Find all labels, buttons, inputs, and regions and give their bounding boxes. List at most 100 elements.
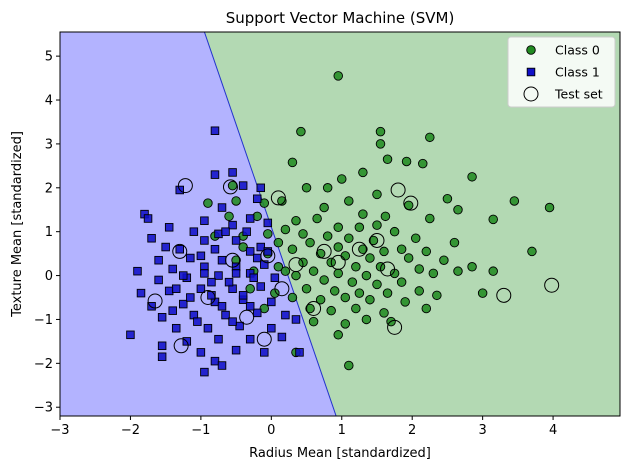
point-class-0: [527, 246, 537, 257]
point-class-1: [221, 227, 230, 236]
point-class-0: [277, 196, 287, 206]
point-class-1: [179, 271, 188, 280]
point-class-0: [340, 251, 351, 261]
point-class-0: [365, 294, 375, 305]
point-test-set: [260, 248, 276, 264]
point-test-set: [147, 293, 163, 309]
x-tick-label: 1: [338, 423, 346, 438]
point-class-0: [372, 220, 382, 230]
point-class-1: [245, 214, 255, 223]
y-tick-label: 2: [45, 181, 53, 196]
point-class-0: [375, 126, 386, 137]
x-tick-label: −2: [121, 423, 140, 438]
point-class-0: [344, 233, 354, 244]
point-class-1: [235, 321, 244, 331]
point-class-1: [245, 247, 255, 256]
point-test-set: [390, 182, 406, 198]
point-class-1: [171, 323, 181, 333]
point-class-0: [389, 226, 400, 237]
x-tick-label: 0: [267, 423, 275, 438]
point-class-0: [245, 283, 255, 294]
point-class-1: [157, 352, 167, 362]
point-class-0: [358, 167, 368, 178]
point-class-0: [418, 158, 428, 169]
x-tick-label: −1: [191, 423, 210, 438]
point-class-1: [200, 367, 209, 377]
point-class-1: [267, 297, 276, 307]
point-class-1: [200, 216, 209, 225]
point-class-0: [439, 255, 449, 265]
point-class-0: [380, 211, 391, 222]
legend: Class 0 Class 1 Test set: [507, 36, 616, 108]
point-class-1: [231, 345, 241, 355]
point-class-0: [280, 224, 291, 235]
point-class-1: [242, 227, 251, 236]
point-class-0: [326, 305, 336, 316]
point-class-1: [256, 242, 266, 252]
point-class-1: [189, 227, 199, 236]
legend-marker-class-0: [526, 45, 536, 55]
point-test-set: [351, 241, 367, 257]
point-class-1: [245, 302, 255, 311]
point-test-set: [274, 281, 290, 297]
point-class-0: [382, 288, 393, 298]
point-class-0: [224, 211, 234, 222]
point-class-1: [210, 356, 220, 366]
point-class-0: [273, 262, 284, 272]
point-class-1: [161, 242, 170, 252]
point-class-0: [467, 172, 477, 182]
point-test-set: [256, 331, 272, 347]
point-class-0: [333, 330, 343, 340]
point-class-0: [296, 126, 306, 137]
x-tick-label: 2: [408, 423, 416, 438]
point-test-set: [225, 252, 241, 268]
point-class-0: [322, 183, 333, 193]
point-class-0: [410, 233, 421, 244]
point-class-1: [252, 253, 262, 263]
point-class-0: [358, 209, 368, 219]
point-class-0: [401, 156, 412, 167]
point-class-0: [319, 202, 329, 213]
point-class-0: [340, 319, 351, 329]
point-class-1: [179, 299, 188, 309]
point-class-1: [263, 247, 273, 256]
point-class-1: [277, 332, 287, 342]
point-test-set: [288, 257, 304, 273]
point-class-0: [322, 231, 333, 241]
point-class-0: [301, 183, 312, 193]
point-class-0: [372, 279, 382, 290]
region-class-0: [204, 32, 620, 416]
point-class-0: [396, 277, 407, 287]
point-class-0: [308, 316, 319, 327]
point-class-0: [361, 270, 372, 281]
legend-label: Class 1: [555, 65, 600, 80]
point-class-1: [238, 291, 248, 300]
point-class-0: [477, 288, 488, 298]
point-class-0: [453, 204, 463, 215]
point-class-0: [414, 264, 424, 274]
point-class-0: [449, 237, 460, 248]
point-class-0: [488, 266, 498, 276]
point-class-1: [267, 323, 276, 333]
point-class-0: [287, 292, 298, 303]
point-class-1: [217, 255, 227, 265]
point-test-set: [387, 319, 403, 335]
point-class-0: [351, 262, 361, 272]
point-class-1: [231, 236, 241, 245]
point-class-1: [228, 168, 237, 177]
point-class-1: [252, 194, 262, 204]
point-test-set: [369, 232, 385, 248]
point-class-0: [432, 290, 442, 301]
point-class-1: [133, 266, 142, 276]
point-class-1: [260, 260, 269, 269]
point-class-1: [256, 282, 266, 291]
x-tick-label: −3: [50, 423, 69, 438]
point-class-0: [259, 303, 270, 314]
point-class-1: [214, 271, 223, 280]
point-class-0: [382, 154, 393, 165]
point-test-set: [403, 195, 419, 211]
point-class-1: [175, 244, 184, 254]
point-class-0: [287, 244, 298, 254]
y-tick-label: −2: [34, 357, 53, 372]
point-class-0: [403, 253, 414, 263]
